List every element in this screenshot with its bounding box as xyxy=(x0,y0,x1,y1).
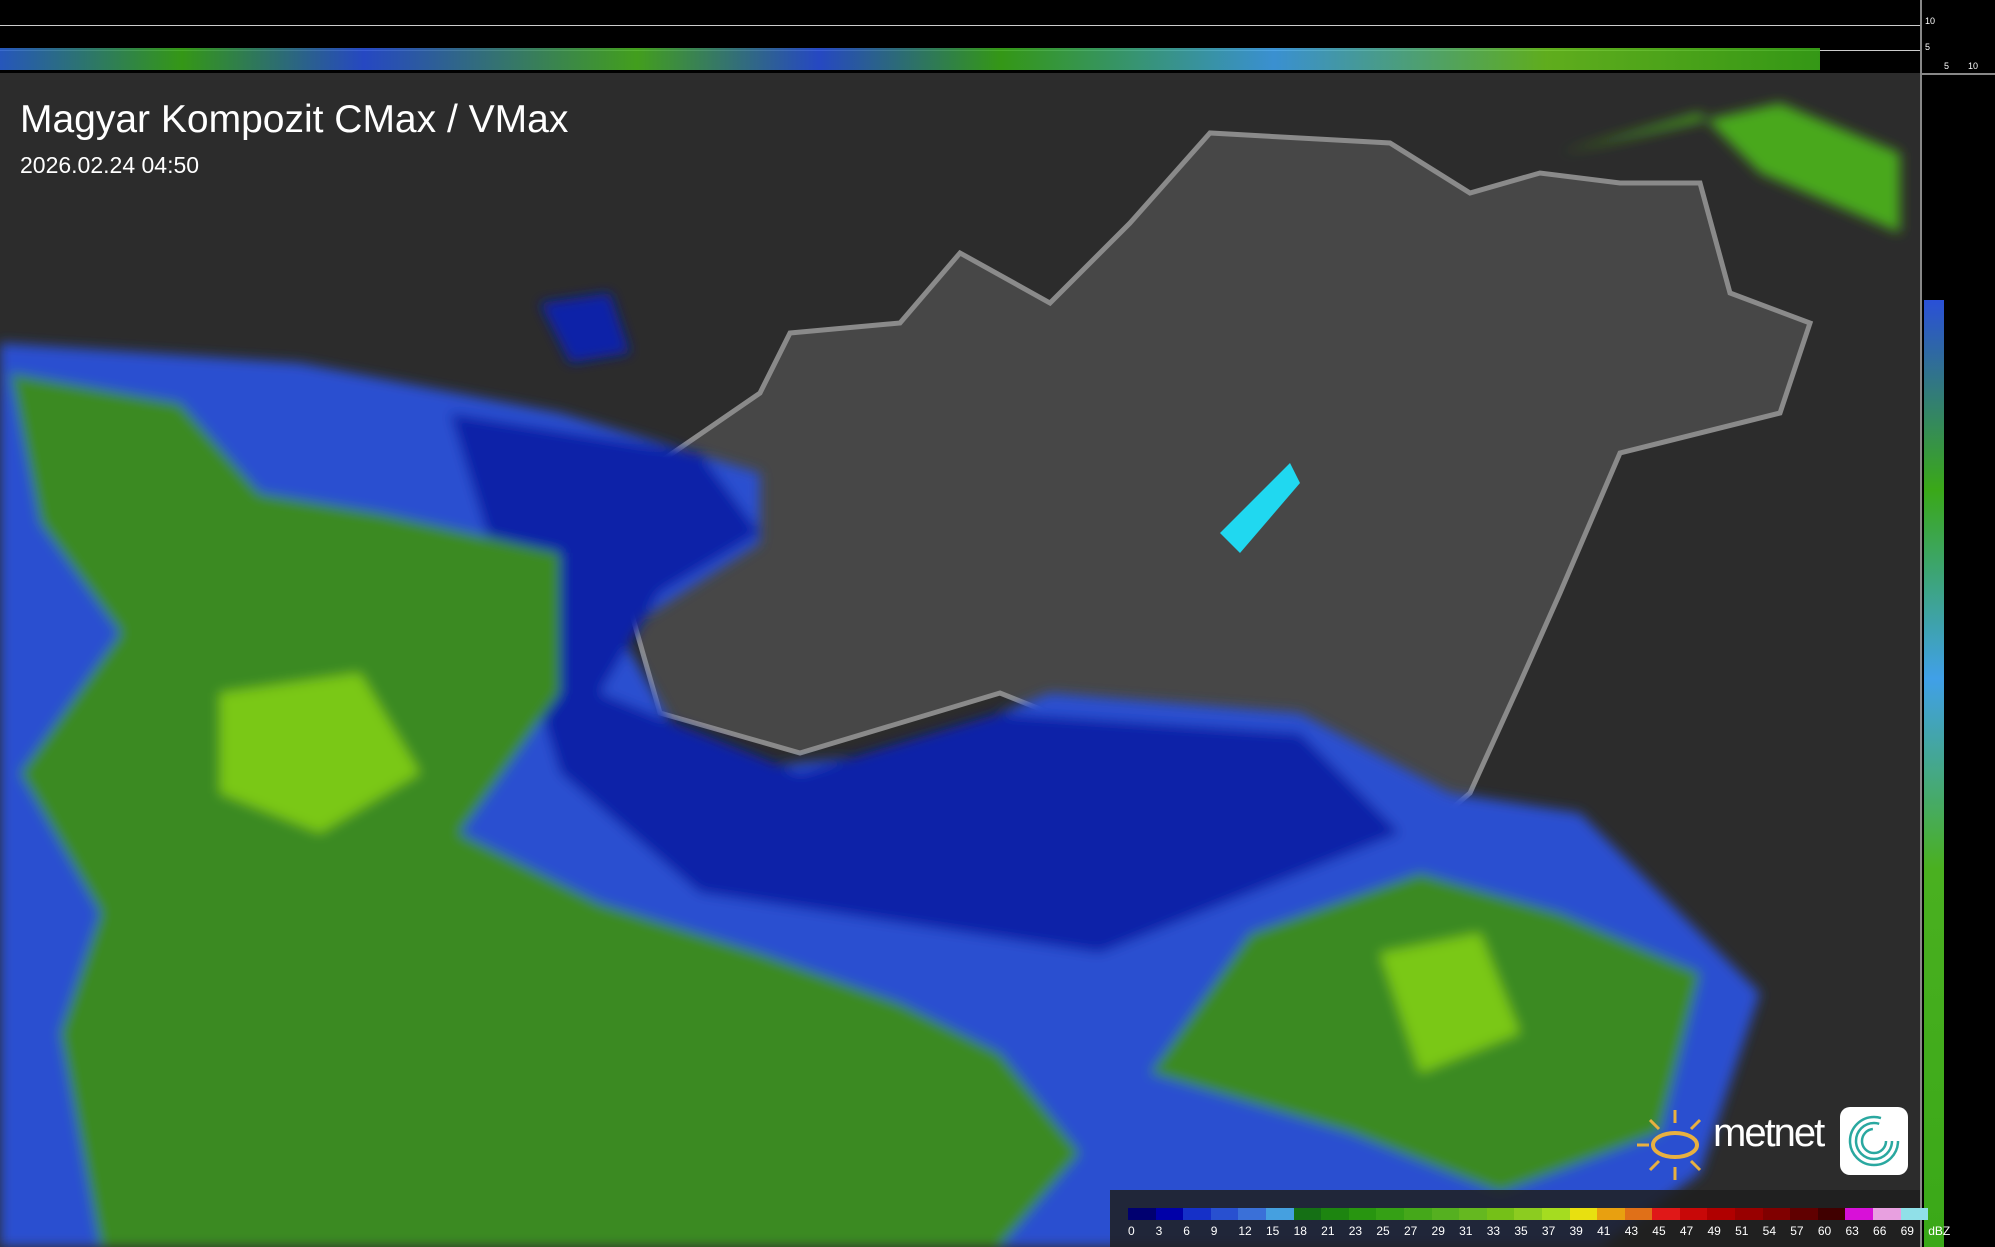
legend-swatch xyxy=(1514,1208,1542,1220)
legend-labels: 0 3 6 9 12 15 18 21 23 25 27 29 31 33 35 37 39 41 43 45 47 49… xyxy=(1128,1224,1958,1238)
legend-swatch xyxy=(1679,1208,1708,1220)
legend-swatch xyxy=(1790,1208,1818,1220)
legend-label: 3 xyxy=(1155,1224,1163,1238)
legend-label: 47 xyxy=(1679,1224,1694,1238)
metnet-app-icon xyxy=(1840,1107,1908,1175)
metnet-logo: metnet xyxy=(1635,1105,1825,1190)
legend-label: 57 xyxy=(1790,1224,1804,1238)
legend-swatch xyxy=(1265,1208,1294,1220)
legend-label: 18 xyxy=(1293,1224,1307,1238)
legend-swatch xyxy=(1735,1208,1763,1220)
legend-label: 54 xyxy=(1762,1224,1777,1238)
legend-label: 25 xyxy=(1376,1224,1390,1238)
legend-label: 60 xyxy=(1817,1224,1832,1238)
legend-label: 66 xyxy=(1873,1224,1887,1238)
legend-label: 49 xyxy=(1707,1224,1721,1238)
legend-label: 45 xyxy=(1652,1224,1666,1238)
legend-swatch xyxy=(1238,1208,1266,1220)
legend-label: 21 xyxy=(1321,1224,1335,1238)
legend-swatch xyxy=(1293,1208,1322,1220)
legend-swatch xyxy=(1348,1208,1377,1220)
tick-label: 10 xyxy=(1968,61,1979,71)
legend-label: 0 xyxy=(1128,1224,1135,1238)
top-reflectivity-profile xyxy=(0,48,1820,70)
legend-label: 6 xyxy=(1183,1224,1190,1238)
divider xyxy=(1920,0,1922,1247)
legend-label: 29 xyxy=(1431,1224,1445,1238)
legend-label: 9 xyxy=(1210,1224,1218,1238)
legend-label: 27 xyxy=(1403,1224,1418,1238)
legend-swatch xyxy=(1431,1208,1460,1220)
top-profile-panel xyxy=(0,0,1920,73)
swirl-icon xyxy=(1848,1115,1900,1167)
legend-label: 37 xyxy=(1541,1224,1556,1238)
legend-swatch xyxy=(1459,1208,1487,1220)
legend-swatch xyxy=(1486,1208,1515,1220)
lake-balaton xyxy=(1220,463,1300,553)
reflectivity-legend: 0 3 6 9 12 15 18 21 23 25 27 29 31 33 35 37 39 41 43 45 47 49… xyxy=(1110,1190,1950,1247)
legend-swatch xyxy=(1762,1208,1791,1220)
right-reflectivity-profile xyxy=(1924,300,1944,1247)
legend-swatch xyxy=(1597,1208,1625,1220)
legend-label: 43 xyxy=(1624,1224,1639,1238)
legend-swatch xyxy=(1321,1208,1349,1220)
legend-swatch xyxy=(1403,1208,1432,1220)
legend-swatch xyxy=(1873,1208,1901,1220)
legend-label: 51 xyxy=(1735,1224,1749,1238)
hungary-region xyxy=(597,130,1814,856)
legend-label: 33 xyxy=(1486,1224,1501,1238)
legend-swatch xyxy=(1569,1208,1598,1220)
legend-label: 23 xyxy=(1348,1224,1363,1238)
legend-swatch xyxy=(1845,1208,1874,1220)
legend-label: 41 xyxy=(1597,1224,1611,1238)
tick-label: 10 xyxy=(1925,16,1936,26)
tick-label: 5 xyxy=(1944,61,1950,71)
divider xyxy=(1920,73,1995,75)
legend-swatch xyxy=(1183,1208,1211,1220)
legend-label: 63 xyxy=(1845,1224,1859,1238)
tick-label: 5 xyxy=(1925,42,1931,52)
legend-swatch xyxy=(1128,1208,1156,1220)
legend-label: 15 xyxy=(1265,1224,1280,1238)
brand-name: metnet xyxy=(1713,1111,1825,1155)
gridline xyxy=(0,25,1920,26)
legend-swatch xyxy=(1900,1208,1929,1220)
legend-swatch xyxy=(1817,1208,1846,1220)
legend-label: 35 xyxy=(1514,1224,1528,1238)
legend-label: 12 xyxy=(1238,1224,1252,1238)
legend-unit: dBZ xyxy=(1928,1224,1951,1238)
legend-swatch xyxy=(1541,1208,1570,1220)
legend-swatch xyxy=(1652,1208,1680,1220)
map-timestamp: 2026.02.24 04:50 xyxy=(20,152,200,178)
legend-label: 69 xyxy=(1900,1224,1914,1238)
legend-label: 31 xyxy=(1459,1224,1473,1238)
legend-colorbar xyxy=(1128,1208,1929,1220)
legend-label: 39 xyxy=(1569,1224,1583,1238)
sun-icon xyxy=(1637,1110,1702,1180)
legend-swatch xyxy=(1707,1208,1736,1220)
map-title: Magyar Kompozit CMax / VMax xyxy=(20,98,569,141)
precipitation-echoes xyxy=(0,103,1900,1247)
legend-swatch xyxy=(1624,1208,1653,1220)
right-profile-panel xyxy=(1920,0,1995,1247)
legend-swatch xyxy=(1155,1208,1184,1220)
legend-swatch xyxy=(1210,1208,1239,1220)
radar-map[interactable] xyxy=(0,73,1920,1247)
legend-swatch xyxy=(1376,1208,1404,1220)
